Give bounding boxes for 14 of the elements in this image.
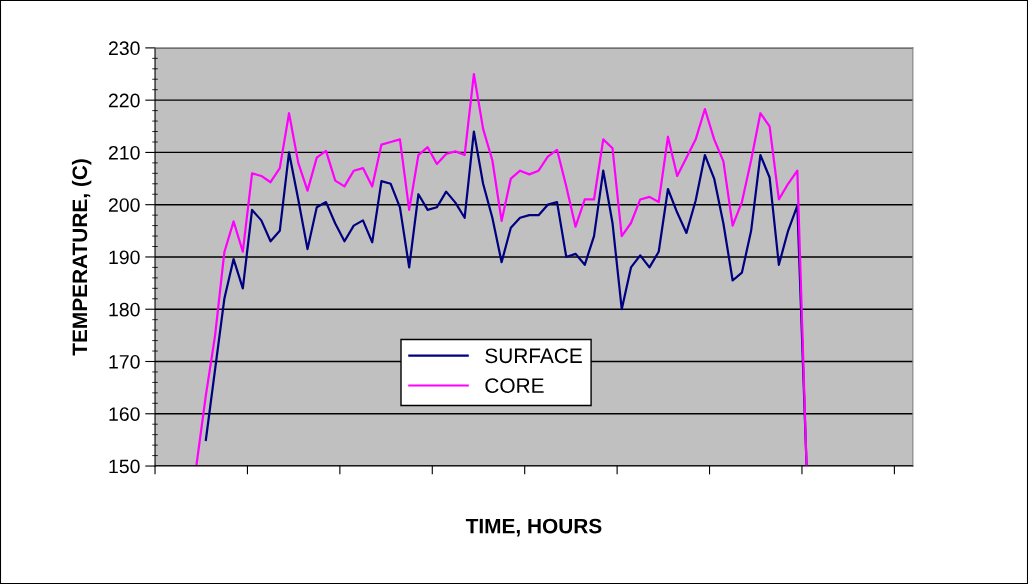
legend-label: CORE bbox=[485, 378, 544, 393]
y-tick-label: 190 bbox=[109, 250, 140, 265]
y-tick-label: 210 bbox=[108, 145, 140, 160]
y-axis-title: TEMPERATURE, (C) bbox=[71, 159, 92, 356]
x-axis-title: TIME, HOURS bbox=[465, 518, 602, 537]
y-tick-label: 160 bbox=[109, 407, 140, 421]
y-tick-label: 180 bbox=[109, 302, 140, 317]
legend-label: SURFACE bbox=[485, 348, 582, 364]
y-tick-label: 150 bbox=[109, 459, 140, 474]
y-tick-label: 230 bbox=[108, 41, 140, 56]
line-series bbox=[195, 72, 808, 467]
y-tick-label: 170 bbox=[109, 354, 140, 369]
y-tick-label: 220 bbox=[108, 93, 140, 108]
y-tick-label: 200 bbox=[108, 198, 140, 212]
